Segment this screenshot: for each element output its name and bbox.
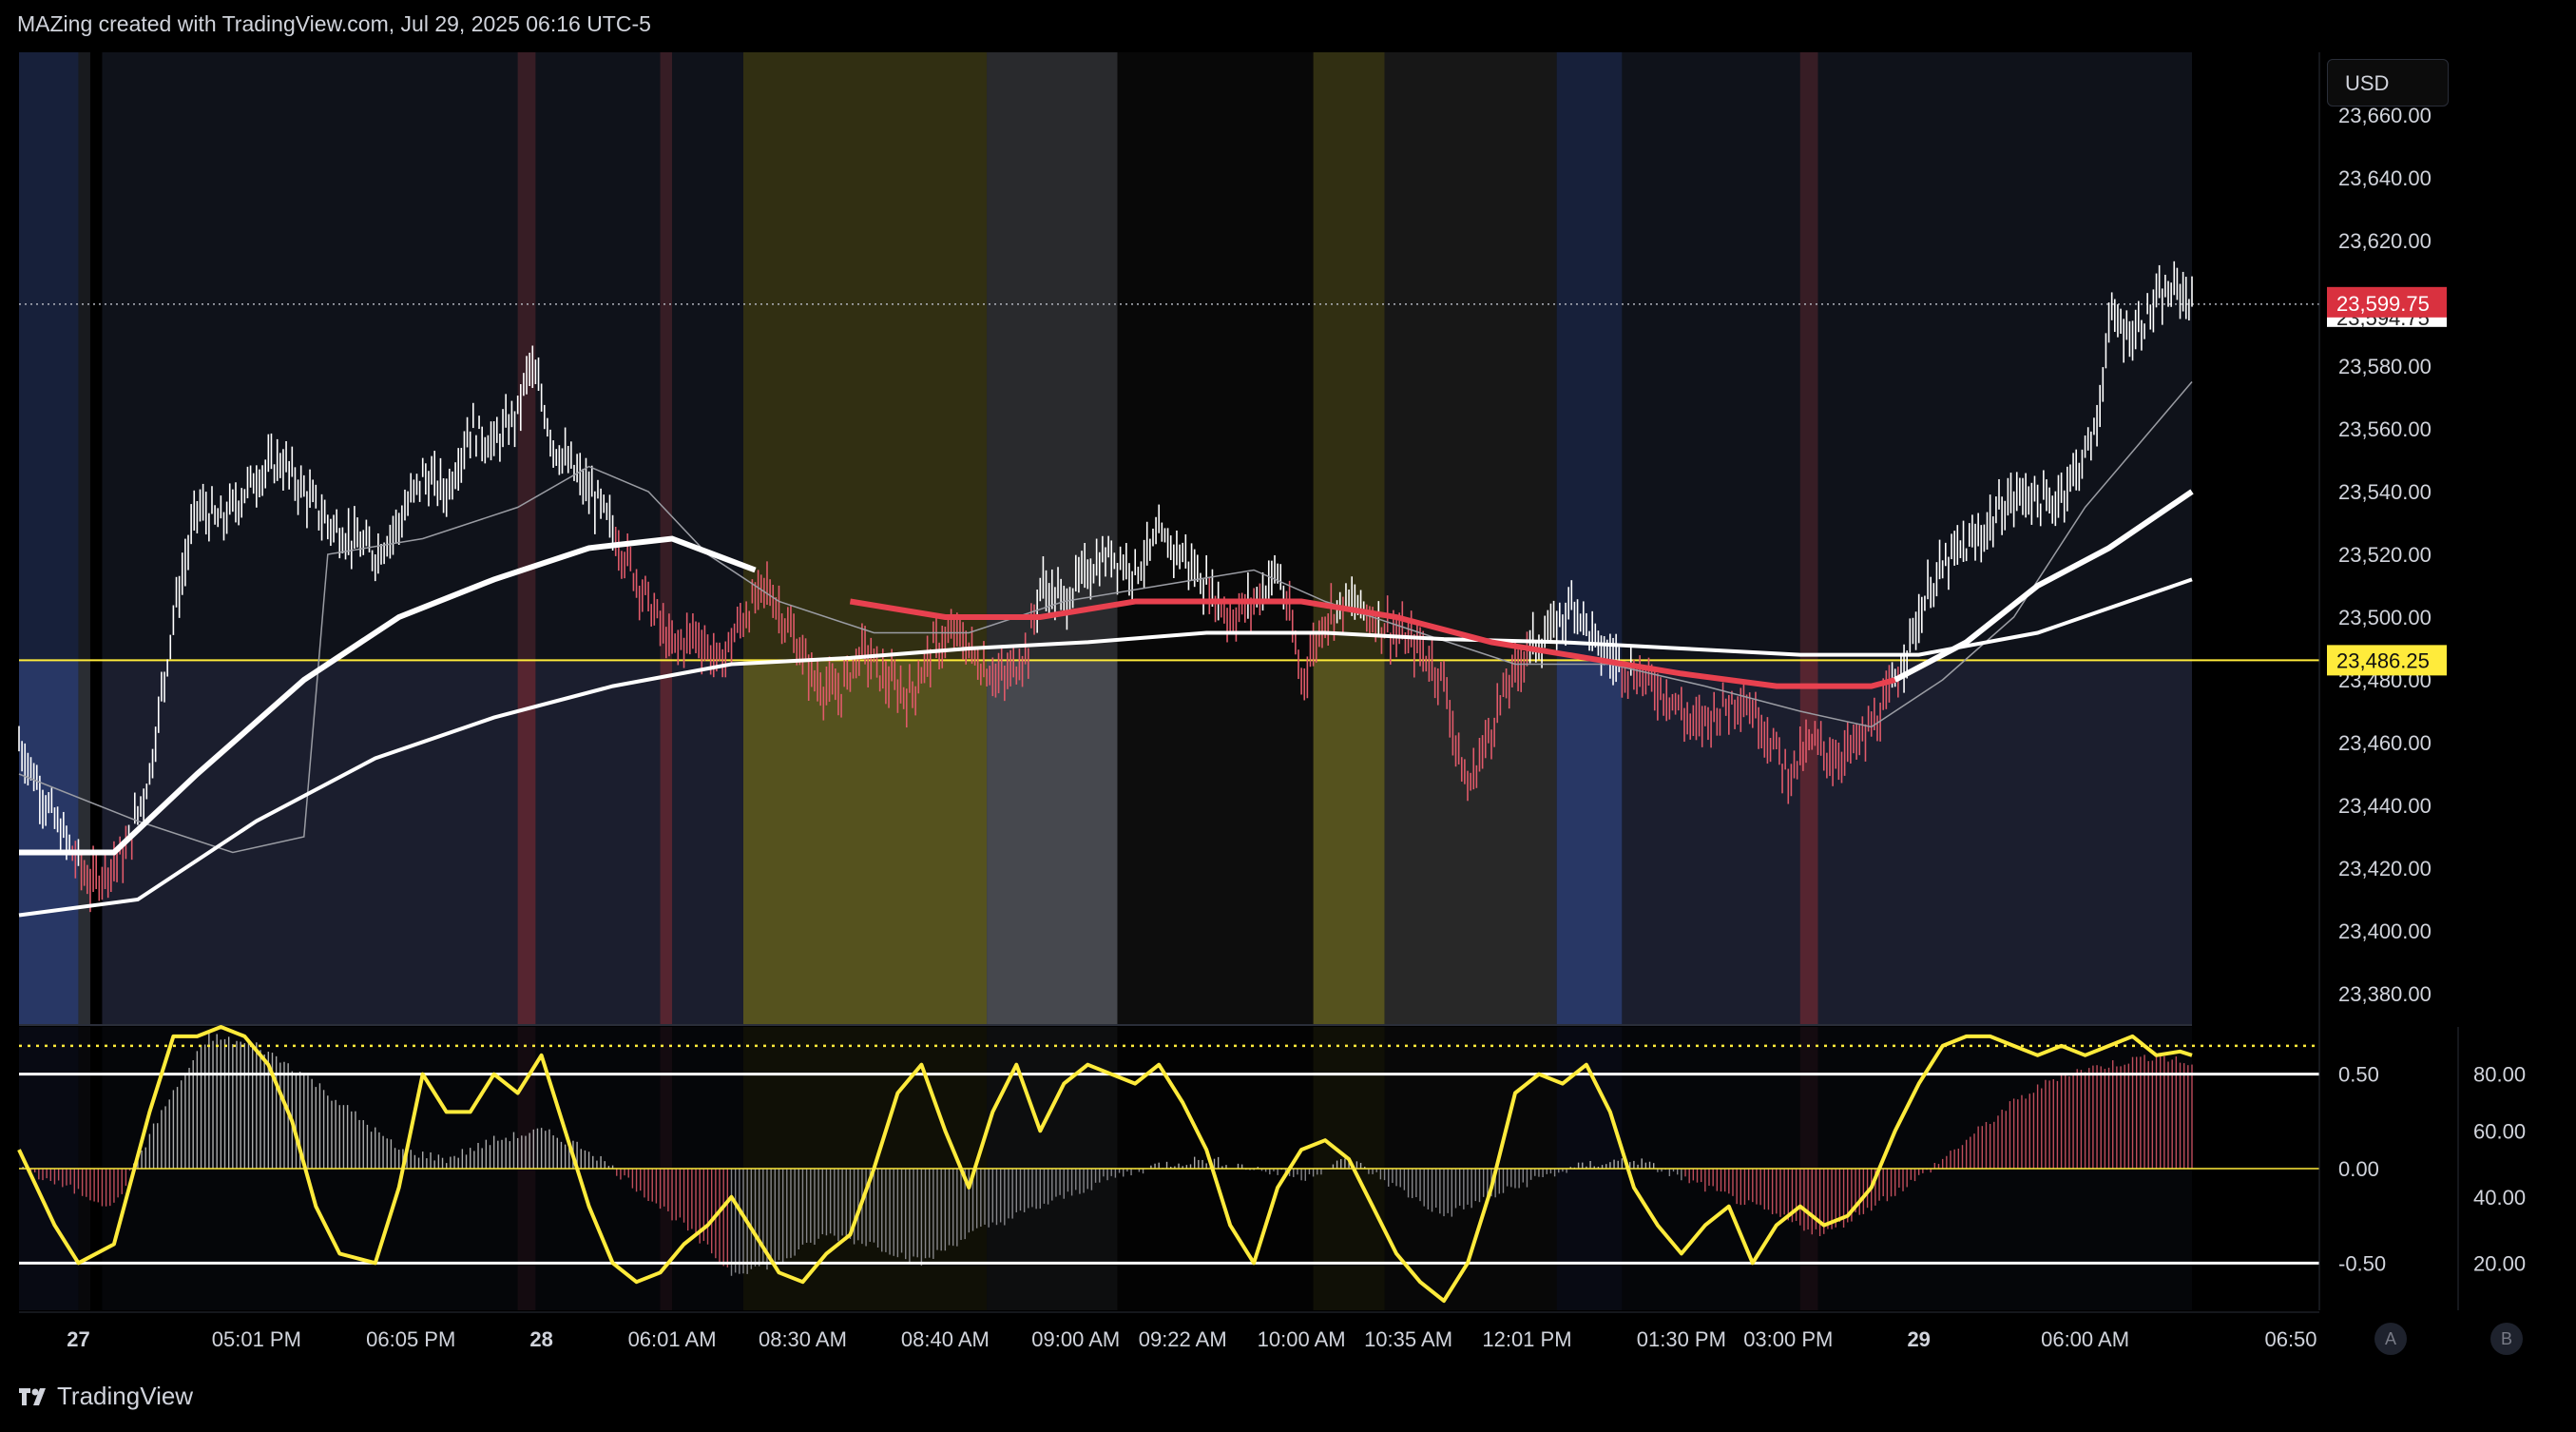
session-band-lower <box>987 660 1118 1025</box>
time-tick-label: 05:01 PM <box>212 1327 301 1351</box>
time-tick-label: 27 <box>67 1327 89 1351</box>
osc-right-tick-label: 20.00 <box>2473 1251 2526 1275</box>
price-tick-label: 23,620.00 <box>2338 229 2432 253</box>
session-band-upper <box>78 52 90 661</box>
time-tick-label: 09:00 AM <box>1031 1327 1120 1351</box>
session-band-lower <box>1117 660 1314 1025</box>
last-price-tag-label: 23,599.75 <box>2336 292 2430 316</box>
time-tick-label: 10:00 AM <box>1258 1327 1346 1351</box>
session-band-upper <box>1384 52 1557 661</box>
osc-right-tick-label: 80.00 <box>2473 1063 2526 1087</box>
session-band-upper <box>1556 52 1623 661</box>
ma-mid-line <box>19 535 757 856</box>
level-price-tag-label: 23,486.25 <box>2336 648 2430 672</box>
session-backgrounds <box>19 52 2192 1310</box>
session-band-upper <box>660 52 673 661</box>
time-tick-label: 12:01 PM <box>1482 1327 1571 1351</box>
time-tick-label: 08:30 AM <box>759 1327 847 1351</box>
last-price-tag <box>2327 286 2447 318</box>
tradingview-brand: TradingView <box>17 1382 193 1411</box>
session-band-lower <box>19 660 79 1025</box>
session-band-upper <box>987 52 1118 661</box>
price-tick-label: 23,440.00 <box>2338 794 2432 818</box>
price-tick-label: 23,460.00 <box>2338 731 2432 755</box>
price-tick-label: 23,400.00 <box>2338 919 2432 943</box>
ma-mid-line-red <box>849 598 1896 689</box>
session-band-upper <box>1313 52 1385 661</box>
time-tick-label: 28 <box>529 1327 552 1351</box>
session-band-lower <box>743 660 988 1025</box>
osc-tick-label: 0.50 <box>2338 1063 2379 1087</box>
osc-right-tick-label: 60.00 <box>2473 1119 2526 1143</box>
time-axis: 27 05:01 PM 06:05 PM 28 06:01 AM 08:30 AM 08:4… <box>19 1311 2319 1351</box>
price-axis: 23,660.0023,640.0023,620.0023,600.0023,5… <box>2318 52 2576 1317</box>
osc-tick-label: -0.50 <box>2338 1251 2386 1275</box>
price-tick-label: 23,500.00 <box>2338 606 2432 629</box>
time-tick-label: 09:22 AM <box>1139 1327 1227 1351</box>
session-band-lower <box>517 660 536 1025</box>
ma-slow-line <box>18 577 2193 918</box>
session-band-lower <box>1556 660 1623 1025</box>
session-band-lower <box>660 660 673 1025</box>
tradingview-logo-icon <box>19 1387 46 1405</box>
ma-mid-line <box>1894 489 2194 683</box>
price-tick-label: 23,540.00 <box>2338 480 2432 504</box>
time-tick-label: 06:00 AM <box>2041 1327 2129 1351</box>
session-band-lower <box>1799 660 1818 1025</box>
price-tick-label: 23,420.00 <box>2338 857 2432 880</box>
price-tick-label: 23,660.00 <box>2338 104 2432 127</box>
osc-right-tick-label: 40.00 <box>2473 1186 2526 1209</box>
price-tick-label: 23,640.00 <box>2338 166 2432 190</box>
session-band-lower <box>1313 660 1385 1025</box>
price-bars <box>18 261 2193 913</box>
brand-label: TradingView <box>57 1382 194 1410</box>
currency-button[interactable]: USD <box>2327 59 2449 106</box>
time-tick-label: 29 <box>1907 1327 1930 1351</box>
auto-scale-button-a[interactable]: A <box>2374 1323 2407 1355</box>
price-tick-label: 23,560.00 <box>2338 417 2432 441</box>
time-tick-label: 01:30 PM <box>1637 1327 1726 1351</box>
session-band-upper <box>102 52 743 661</box>
time-tick-label: 06:01 AM <box>628 1327 717 1351</box>
moving-averages <box>18 381 2194 918</box>
session-band-lower <box>102 660 743 1025</box>
time-tick-label: 03:00 PM <box>1743 1327 1833 1351</box>
time-tick-label: 10:35 AM <box>1364 1327 1452 1351</box>
session-band-upper <box>1799 52 1818 661</box>
session-band-lower <box>1384 660 1557 1025</box>
time-tick-label: 06:05 PM <box>366 1327 455 1351</box>
time-tick-label: 08:40 AM <box>901 1327 990 1351</box>
session-band-upper <box>1117 52 1314 661</box>
price-tick-label: 23,580.00 <box>2338 355 2432 378</box>
session-band-upper <box>1622 52 2192 661</box>
level-price-tag <box>2327 645 2447 676</box>
session-band-upper <box>743 52 988 661</box>
osc-signal-line <box>17 1025 2193 1304</box>
session-band-lower <box>78 660 90 1025</box>
time-tick-label: 06:50 <box>2264 1327 2316 1351</box>
ma-fast-line <box>18 381 2193 854</box>
auto-scale-button-b[interactable]: B <box>2490 1323 2523 1355</box>
oscillator-panel <box>17 1024 2319 1304</box>
axis-background <box>2319 52 2576 1317</box>
session-band-upper <box>19 52 79 661</box>
osc-tick-label: 0.00 <box>2338 1157 2379 1181</box>
price-tick-label: 23,520.00 <box>2338 543 2432 567</box>
price-tick-label: 23,380.00 <box>2338 982 2432 1006</box>
chart-header: MAZing created with TradingView.com, Jul… <box>17 11 651 36</box>
